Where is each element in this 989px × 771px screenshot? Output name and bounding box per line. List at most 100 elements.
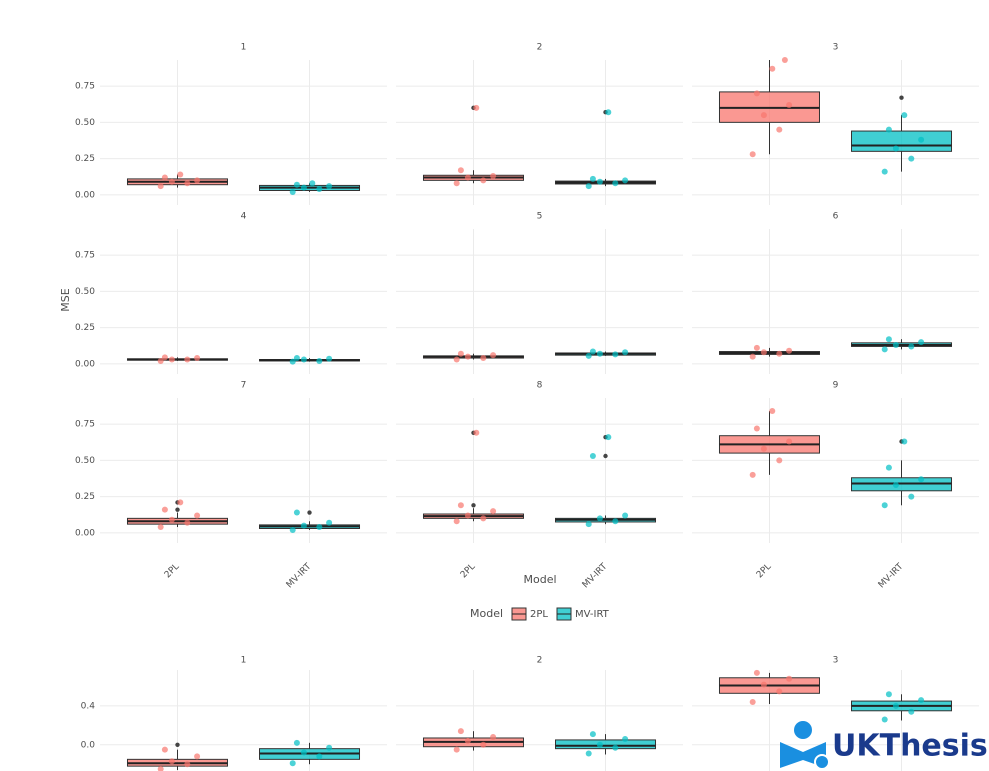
- jitter-point: [161, 354, 168, 361]
- jitter-point: [473, 429, 480, 436]
- jitter-point: [605, 109, 612, 116]
- jitter-point: [480, 177, 487, 184]
- outlier: [603, 453, 608, 459]
- jitter-point: [753, 669, 760, 676]
- jitter-point: [490, 734, 497, 741]
- y-tick-label: 0.00: [75, 359, 95, 369]
- jitter-point: [760, 681, 767, 688]
- outlier: [899, 95, 904, 100]
- jitter-point: [885, 691, 892, 698]
- jitter-point: [749, 699, 756, 706]
- y-tick-label: 0.50: [75, 456, 95, 466]
- box: [851, 130, 953, 152]
- jitter-point: [612, 351, 619, 358]
- y-tick-label: 0.25: [75, 154, 95, 164]
- jitter-point: [881, 346, 888, 353]
- jitter-point: [293, 355, 300, 362]
- jitter-point: [622, 735, 629, 742]
- jitter-point: [453, 518, 460, 525]
- jitter-point: [184, 519, 191, 526]
- y-tick-label: 0.75: [75, 82, 95, 92]
- jitter-point: [753, 344, 760, 351]
- jitter-point: [749, 353, 756, 360]
- jitter-point: [184, 761, 191, 768]
- jitter-point: [760, 349, 767, 356]
- jitter-point: [596, 350, 603, 357]
- jitter-point: [589, 453, 596, 459]
- x-axis-title: Model: [523, 573, 556, 586]
- jitter-point: [585, 183, 592, 190]
- jitter-point: [786, 438, 793, 445]
- jitter-point: [769, 408, 776, 415]
- jitter-point: [781, 57, 788, 63]
- jitter-point: [490, 173, 497, 179]
- jitter-point: [453, 356, 460, 363]
- jitter-point: [776, 350, 783, 357]
- y-tick-label: 0.4: [81, 701, 96, 711]
- jitter-point: [908, 343, 915, 350]
- jitter-point: [753, 90, 760, 97]
- jitter-point: [901, 112, 908, 119]
- jitter-point: [490, 352, 497, 359]
- jitter-point: [326, 355, 333, 362]
- jitter-point: [168, 356, 175, 363]
- facet-title: 6: [833, 212, 839, 222]
- legend-title: Model: [470, 607, 503, 620]
- jitter-point: [300, 522, 307, 529]
- logo-head: [794, 721, 812, 739]
- box: [555, 739, 657, 750]
- jitter-point: [918, 697, 925, 704]
- facet-title: 3: [833, 656, 839, 666]
- jitter-point: [293, 181, 300, 188]
- jitter-point: [168, 758, 175, 765]
- jitter-point: [596, 515, 603, 522]
- jitter-point: [168, 178, 175, 185]
- jitter-point: [316, 753, 323, 760]
- jitter-point: [596, 741, 603, 748]
- jitter-point: [473, 104, 480, 111]
- jitter-point: [194, 355, 201, 362]
- jitter-point: [760, 112, 767, 119]
- jitter-point: [776, 457, 783, 464]
- jitter-point: [289, 358, 296, 365]
- jitter-point: [612, 180, 619, 187]
- jitter-point: [908, 155, 915, 162]
- jitter-point: [300, 184, 307, 191]
- jitter-point: [892, 702, 899, 709]
- logo-globe: [814, 754, 830, 770]
- jitter-point: [194, 512, 201, 519]
- facet-title: 1: [241, 656, 247, 666]
- jitter-point: [184, 180, 191, 187]
- legend-label: MV-IRT: [575, 609, 610, 620]
- outlier: [175, 742, 180, 747]
- jitter-point: [749, 151, 756, 158]
- jitter-point: [326, 744, 333, 751]
- jitter-point: [589, 175, 596, 182]
- jitter-point: [918, 339, 925, 346]
- jitter-point: [326, 183, 333, 190]
- jitter-point: [300, 356, 307, 363]
- jitter-point: [490, 508, 497, 515]
- jitter-point: [464, 174, 471, 181]
- jitter-point: [585, 750, 592, 757]
- jitter-point: [622, 512, 629, 519]
- facet-title: 2: [537, 43, 543, 53]
- y-tick-label: 0.75: [75, 251, 95, 261]
- facet-title: 5: [537, 212, 543, 222]
- jitter-point: [457, 728, 464, 735]
- jitter-point: [316, 524, 323, 531]
- jitter-point: [596, 178, 603, 185]
- jitter-point: [776, 688, 783, 695]
- jitter-point: [589, 731, 596, 738]
- jitter-point: [161, 746, 168, 753]
- jitter-point: [157, 357, 164, 364]
- jitter-point: [464, 353, 471, 360]
- jitter-point: [885, 464, 892, 471]
- jitter-point: [293, 509, 300, 516]
- y-tick-label: 0.50: [75, 118, 95, 128]
- jitter-point: [480, 741, 487, 748]
- jitter-point: [480, 355, 487, 362]
- jitter-point: [161, 174, 168, 181]
- jitter-point: [293, 739, 300, 746]
- jitter-point: [184, 356, 191, 363]
